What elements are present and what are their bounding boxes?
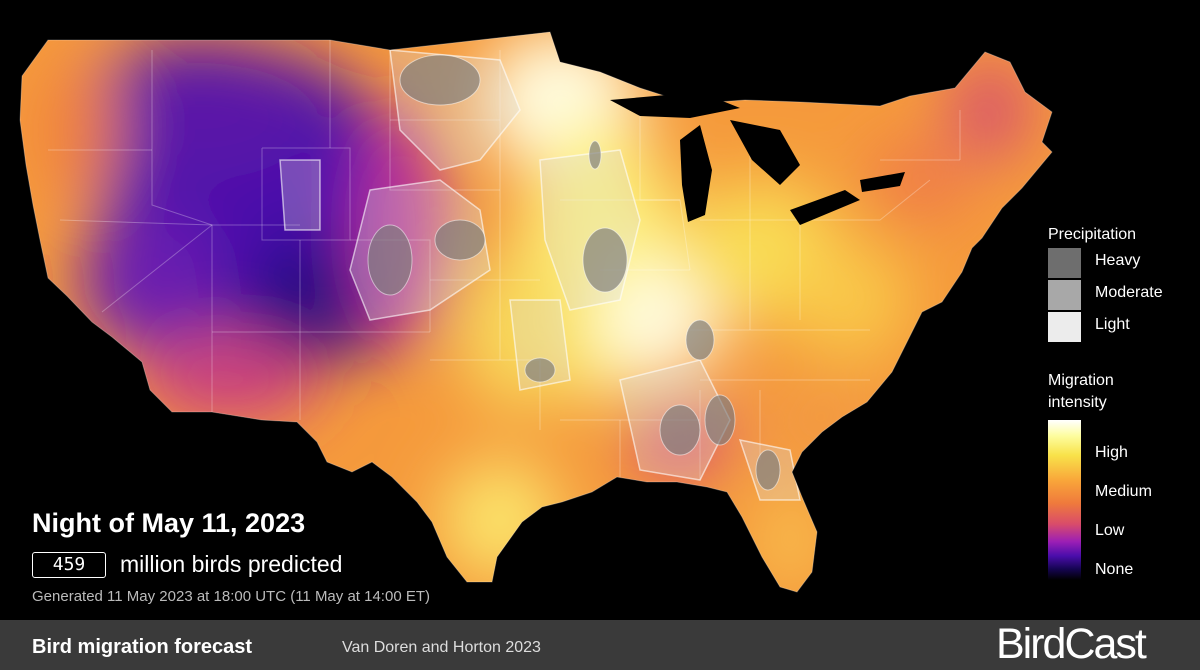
- precip-row-light: Light: [1048, 310, 1188, 342]
- great-lakes: [610, 92, 905, 225]
- light-swatch: [1048, 312, 1081, 342]
- intensity-legend: Migration intensity High Medium Low None: [1048, 370, 1188, 580]
- intensity-medium-label: Medium: [1095, 483, 1152, 500]
- precipitation-legend: Precipitation Heavy Moderate Light: [1048, 224, 1188, 342]
- footer-title: Bird migration forecast: [32, 636, 253, 658]
- heavy-swatch: [1048, 248, 1081, 278]
- intensity-legend-title-2: intensity: [1048, 394, 1107, 411]
- intensity-legend-title-1: Migration: [1048, 372, 1114, 389]
- precipitation-overlay: [279, 49, 801, 501]
- intensity-low-label: Low: [1095, 522, 1125, 539]
- precipitation-legend-title: Precipitation: [1048, 226, 1137, 243]
- footer-credit: Van Doren and Horton 2023: [342, 639, 541, 656]
- generated-timestamp: Generated 11 May 2023 at 18:00 UTC (11 M…: [32, 588, 430, 605]
- birdcast-logo: BirdCast: [996, 620, 1147, 668]
- intensity-high-label: High: [1095, 444, 1128, 461]
- forecast-headline: Night of May 11, 2023: [32, 508, 306, 538]
- bird-count-value: 459: [32, 552, 106, 578]
- precip-row-heavy: Heavy: [1048, 246, 1188, 278]
- intensity-none-label: None: [1095, 561, 1134, 578]
- bird-count-label: million birds predicted: [120, 551, 343, 577]
- moderate-label: Moderate: [1095, 284, 1163, 301]
- heavy-label: Heavy: [1095, 252, 1141, 269]
- footer-bar: Bird migration forecast Van Doren and Ho…: [0, 620, 1200, 670]
- migration-map: [19, 31, 1053, 593]
- country-outline: [19, 31, 1053, 593]
- moderate-swatch: [1048, 280, 1081, 310]
- intensity-colorbar: [1048, 420, 1081, 580]
- light-label: Light: [1095, 316, 1130, 333]
- intensity-field: [20, 32, 1052, 592]
- precip-row-moderate: Moderate: [1048, 278, 1188, 310]
